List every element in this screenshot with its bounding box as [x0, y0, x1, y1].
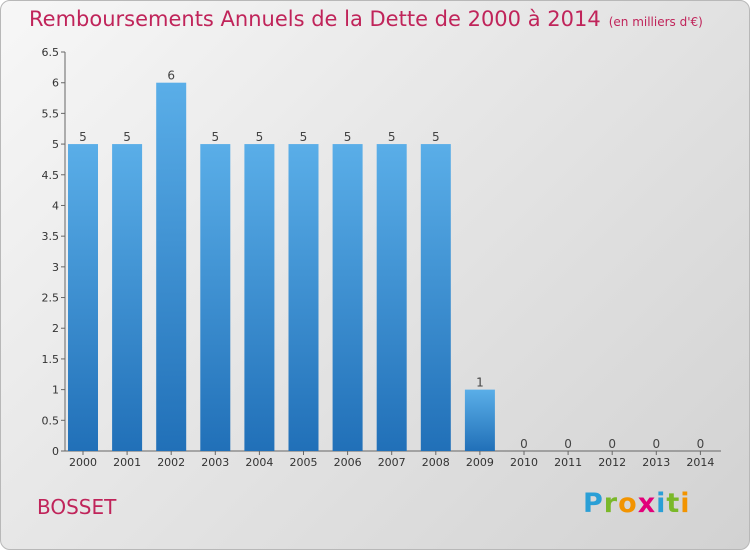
y-tick-label: 4.5 [42, 169, 60, 182]
chart-title-text: Remboursements Annuels de la Dette de 20… [29, 7, 601, 31]
y-tick-label: 3.5 [42, 230, 60, 243]
data-label: 5 [256, 130, 264, 144]
bar [332, 144, 363, 452]
bar [200, 144, 231, 452]
logo-letter: P [583, 488, 604, 519]
bar [376, 144, 407, 452]
x-tick-label: 2013 [642, 456, 670, 469]
data-label: 0 [697, 437, 705, 451]
x-tick-label: 2004 [245, 456, 273, 469]
data-label: 5 [388, 130, 396, 144]
y-tick-label: 4 [52, 199, 59, 212]
bar [68, 144, 98, 452]
x-tick-label: 2011 [554, 456, 582, 469]
y-tick-label: 3 [52, 261, 59, 274]
y-tick-label: 1 [52, 384, 59, 397]
data-label: 5 [79, 130, 87, 144]
bar [244, 144, 275, 452]
x-tick-label: 2000 [69, 456, 97, 469]
bar [112, 144, 143, 452]
y-tick-label: 0 [52, 445, 59, 458]
y-tick-label: 2.5 [42, 292, 60, 305]
y-tick-label: 2 [52, 322, 59, 335]
logo-letter: t [666, 488, 681, 519]
data-label: 0 [520, 437, 528, 451]
x-tick-label: 2009 [466, 456, 494, 469]
data-label: 5 [211, 130, 219, 144]
x-tick-label: 2007 [378, 456, 406, 469]
y-tick-label: 0.5 [42, 414, 60, 427]
y-tick-label: 5 [52, 138, 59, 151]
bar [156, 82, 187, 451]
data-label: 1 [476, 376, 484, 390]
x-tick-label: 2014 [686, 456, 714, 469]
commune-name: BOSSET [37, 495, 117, 519]
logo-letter: i [680, 488, 691, 519]
bar [288, 144, 319, 452]
data-label: 0 [608, 437, 616, 451]
bar [420, 144, 451, 452]
logo-letter: r [603, 488, 619, 519]
logo-letter: o [618, 488, 638, 519]
x-tick-label: 2010 [510, 456, 538, 469]
data-label: 6 [167, 69, 175, 83]
logo-letter: i [656, 488, 667, 519]
data-label: 0 [652, 437, 660, 451]
chart-unit: (en milliers d'€) [608, 15, 703, 29]
x-tick-label: 2002 [157, 456, 185, 469]
y-tick-label: 1.5 [42, 353, 60, 366]
x-tick-label: 2008 [422, 456, 450, 469]
x-tick-label: 2001 [113, 456, 141, 469]
data-label: 5 [432, 130, 440, 144]
x-tick-label: 2006 [334, 456, 362, 469]
y-tick-label: 6.5 [42, 46, 60, 59]
y-tick-label: 5.5 [42, 107, 60, 120]
data-label: 5 [300, 130, 308, 144]
x-tick-label: 2003 [201, 456, 229, 469]
data-label: 5 [344, 130, 352, 144]
data-label: 5 [123, 130, 131, 144]
bar [464, 389, 495, 451]
x-tick-label: 2012 [598, 456, 626, 469]
x-tick-label: 2005 [290, 456, 318, 469]
chart-title: Remboursements Annuels de la Dette de 20… [29, 7, 703, 31]
data-label: 0 [564, 437, 572, 451]
proxiti-logo: Proxiti [583, 488, 691, 519]
logo-letter: x [637, 488, 657, 519]
y-tick-label: 6 [52, 77, 59, 90]
